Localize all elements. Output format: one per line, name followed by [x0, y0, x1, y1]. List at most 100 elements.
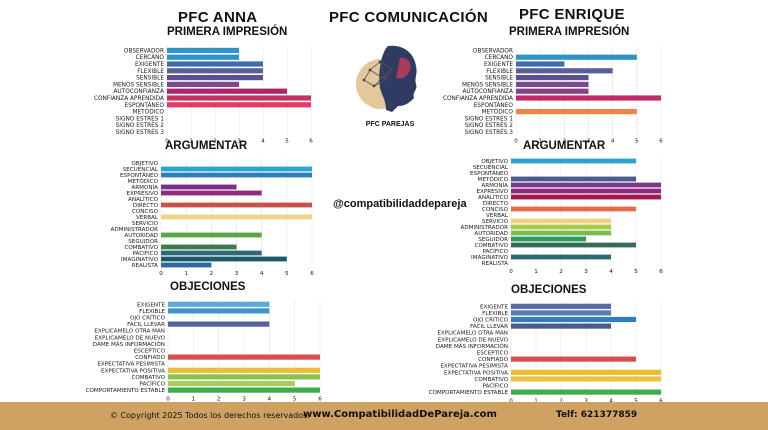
anna-primera-title: PRIMERA IMPRESIÓN: [167, 26, 288, 38]
anna-objeciones-category-label: ESCEPTICO: [134, 348, 166, 354]
enrique-argumentar-tick-label: 0: [509, 269, 513, 275]
footer: © Copyright 2025 Todos los derechos rese…: [0, 402, 768, 430]
anna-objeciones-category-label: EXIGENTE: [137, 302, 165, 308]
enrique-primera-category-label: CONFIANZA APRENDIDA: [443, 96, 513, 102]
enrique-primera-tick-label: 4: [611, 138, 615, 144]
enrique-primera-bar: [516, 54, 637, 60]
anna-primera-category-label: SENSIBLE: [136, 76, 164, 82]
anna-primera-bar: [167, 47, 239, 53]
enrique-argumentar-category-label: ARMONÍA: [481, 182, 508, 189]
center-title: PFC COMUNICACIÓN: [329, 9, 488, 26]
enrique-primera-category-label: MENOS SENSIBLE: [462, 82, 513, 88]
enrique-objeciones-tick-label: 6: [659, 398, 663, 404]
enrique-objeciones-tick-label: 0: [509, 398, 513, 404]
enrique-argumentar-category-label: COMBATIVO: [474, 243, 508, 249]
anna-objeciones-bar: [168, 380, 295, 387]
enrique-argumentar-bar: [511, 194, 661, 200]
enrique-primera-tick-label: 6: [659, 138, 663, 144]
anna-argumentar-tick-label: 0: [159, 271, 163, 277]
anna-argumentar-bar: [161, 214, 312, 220]
enrique-argumentar-category-label: PACÍFICO: [483, 248, 509, 255]
anna-primera-bar: [167, 54, 239, 60]
anna-objeciones-category-label: EXPECTATIVA PESIMISTA: [97, 362, 165, 368]
anna-objeciones-category-label: FLEXIBLE: [139, 309, 165, 315]
anna-objeciones-category-label: CONFIADO: [135, 355, 165, 361]
enrique-argumentar-bar: [511, 224, 611, 230]
enrique-objeciones-tick-label: 2: [559, 398, 563, 404]
anna-argumentar-category-label: PACÍFICO: [133, 250, 159, 257]
enrique-argumentar-bar: [511, 182, 661, 188]
enrique-objeciones-bar: [511, 369, 661, 375]
enrique-argumentar-tick-label: 2: [559, 269, 563, 275]
anna-argumentar-category-label: CONCISO: [132, 209, 159, 215]
anna-primera-category-label: AUTOCONFIANZA: [113, 89, 164, 95]
enrique-primera-category-label: EXIGENTE: [484, 62, 513, 68]
pfc-parejas-logo: PFC PAREJAS: [356, 45, 417, 128]
enrique-argumentar-bar: [511, 218, 611, 224]
enrique-objeciones-category-label: DAME MÁS INFORMACIÓN: [436, 343, 508, 350]
enrique-argumentar-category-label: SEGUIDOR: [478, 237, 508, 243]
enrique-objeciones-category-label: EXPECTATIVA POSITIVA: [444, 370, 508, 376]
anna-argumentar-category-label: ARMONÍA: [131, 184, 158, 191]
anna-primera-category-label: EXIGENTE: [135, 62, 164, 68]
anna-objeciones-category-label: DAME MÁS INFORMACIÓN: [93, 341, 165, 348]
enrique-objeciones-bar: [511, 389, 661, 395]
enrique-primera-bar: [516, 61, 565, 67]
enrique-primera-category-label: AUTOCONFIANZA: [462, 89, 513, 95]
social-handle: @compatibilidaddepareja: [333, 198, 467, 210]
anna-primera-category-label: MENOS SENSIBLE: [113, 82, 164, 88]
enrique-primera-category-label: OBSERVADOR: [473, 48, 513, 54]
enrique-argumentar-bar: [511, 176, 636, 182]
enrique-objeciones-bar: [511, 310, 611, 316]
enrique-argumentar-tick-label: 1: [534, 269, 538, 275]
anna-primera-bar: [167, 81, 239, 87]
anna-argumentar-category-label: AUTORIDAD: [124, 233, 158, 239]
enrique-objeciones-bar: [511, 323, 611, 329]
anna-objeciones-category-label: PACÍFICO: [140, 380, 166, 387]
anna-objeciones-category-label: COMBATIVO: [131, 375, 165, 381]
anna-objeciones-tick-label: 2: [217, 396, 221, 402]
anna-argumentar-category-label: COMBATIVO: [124, 245, 158, 251]
anna-primera-tick-label: 6: [309, 138, 313, 144]
enrique-argumentar-category-label: ESPONTÁNEO: [470, 170, 509, 177]
enrique-argumentar-category-label: IMAGINATIVO: [471, 255, 509, 261]
anna-primera-category-label: CERCANO: [136, 55, 165, 61]
anna-objeciones-bar: [168, 367, 320, 373]
enrique-primera-tick-label: 0: [514, 138, 518, 144]
phone-number: Telf: 621377859: [556, 410, 638, 420]
enrique-objeciones-tick-label: 4: [609, 398, 613, 404]
anna-primera-bar: [167, 102, 311, 108]
enrique-argumentar-category-label: VERBAL: [486, 213, 509, 219]
enrique-argumentar-category-label: ANALÍTICO: [478, 194, 509, 201]
anna-argumentar-title: ARGUMENTAR: [165, 140, 248, 152]
enrique-objeciones-category-label: EXIGENTE: [480, 304, 508, 310]
website-link[interactable]: www.CompatibilidadDePareja.com: [303, 409, 497, 420]
anna-objeciones-category-label: EXPLICAMELO DE NUEVO: [95, 335, 166, 341]
charts-canvas: OBSERVADORCERCANOEXIGENTEFLEXIBLESENSIBL…: [86, 46, 663, 404]
anna-argumentar-category-label: SEGUIDOR: [128, 239, 158, 245]
enrique-primera-category-label: SENSIBLE: [485, 76, 513, 82]
anna-objeciones-category-label: COMPORTAMIENTO ESTABLE: [86, 388, 166, 394]
enrique-objeciones-category-label: COMPORTAMIENTO ESTABLE: [429, 390, 509, 396]
enrique-argumentar-tick-label: 3: [584, 269, 588, 275]
enrique-argumentar-bar: [511, 158, 636, 164]
anna-argumentar-tick-label: 2: [210, 271, 214, 277]
enrique-primera-category-label: FLEXIBLE: [486, 69, 513, 75]
enrique-primera-tick-label: 1: [538, 138, 542, 144]
enrique-primera-category-label: CERCANO: [485, 55, 514, 61]
anna-argumentar-category-label: METÓDICO: [128, 178, 159, 185]
anna-objeciones-bar: [168, 308, 270, 314]
enrique-primera-category-label: METÓDICO: [481, 109, 513, 116]
anna-argumentar-bar: [161, 256, 287, 262]
enrique-objeciones-title: OBJECIONES: [511, 284, 587, 296]
anna-objeciones-bar: [168, 301, 270, 307]
anna-primera-category-label: METÓDICO: [132, 109, 164, 116]
anna-primera-tick-label: 4: [261, 138, 265, 144]
anna-objeciones-tick-label: 1: [192, 396, 196, 402]
anna-primera-category-label: CONFIANZA APRENDIDA: [94, 96, 164, 102]
anna-argumentar-bar: [161, 250, 262, 256]
enrique-objeciones-category-label: FLEXIBLE: [482, 311, 508, 317]
anna-argumentar-bar: [161, 184, 237, 190]
enrique-argumentar-category-label: METÓDICO: [478, 176, 509, 183]
enrique-primera-tick-label: 5: [635, 138, 639, 144]
